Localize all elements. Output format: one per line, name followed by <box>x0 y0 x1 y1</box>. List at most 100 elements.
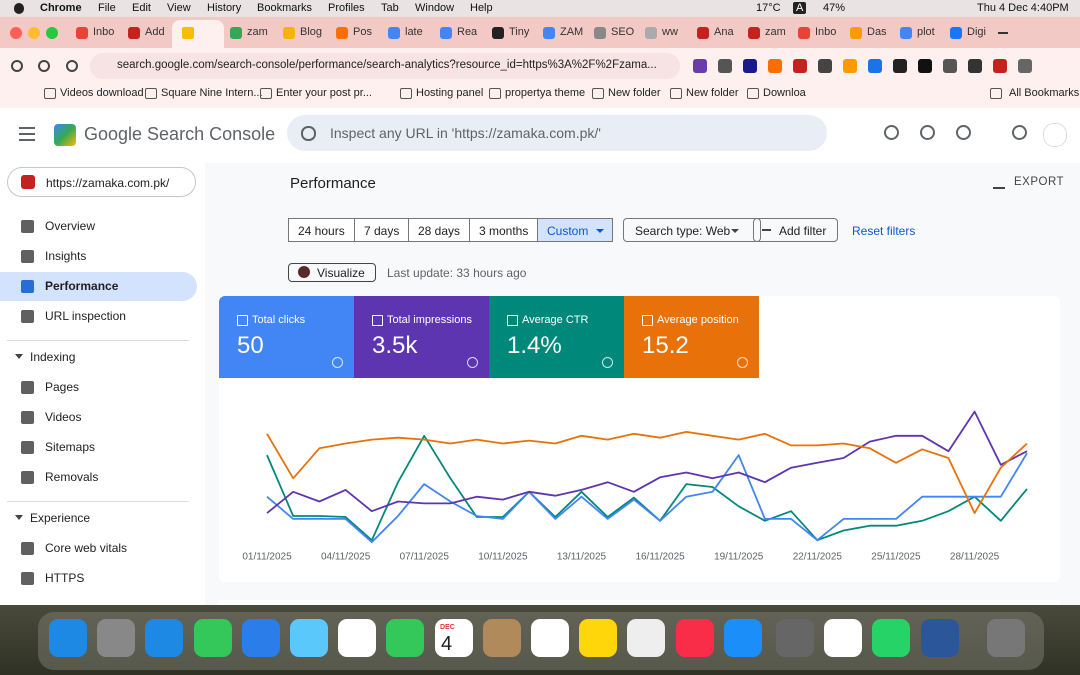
nav-button[interactable] <box>66 60 78 72</box>
tab-title[interactable]: ZAM <box>560 26 584 38</box>
nav-item[interactable]: Core web vitals <box>45 541 128 555</box>
tab-title[interactable]: Inbo <box>93 26 115 38</box>
export-button[interactable]: EXPORT <box>1014 176 1065 188</box>
window-control[interactable] <box>28 27 40 39</box>
extension-icon[interactable] <box>693 59 707 73</box>
bookmark[interactable]: All Bookmarks <box>1009 87 1080 99</box>
search-placeholder[interactable]: Inspect any URL in 'https://zamaka.com.p… <box>330 125 601 141</box>
bookmark[interactable]: New folder <box>608 87 661 99</box>
bookmark[interactable]: Downloa <box>763 87 806 99</box>
nav-item[interactable]: Overview <box>45 219 96 233</box>
property-url[interactable]: https://zamaka.com.pk/ <box>46 176 170 190</box>
header-icon[interactable] <box>884 125 899 140</box>
dock-app[interactable] <box>776 619 814 657</box>
menu-item[interactable]: Help <box>470 2 493 14</box>
extension-icon[interactable] <box>1018 59 1032 73</box>
metric-card[interactable] <box>219 296 354 378</box>
nav-item[interactable]: Videos <box>45 410 82 424</box>
dock-app[interactable] <box>338 619 377 657</box>
tab-title[interactable]: late <box>405 26 423 38</box>
dock-app[interactable] <box>627 619 666 657</box>
extension-icon[interactable] <box>893 59 907 73</box>
property-selector[interactable] <box>7 167 196 197</box>
tab-title[interactable]: zam <box>247 26 268 38</box>
extension-icon[interactable] <box>818 59 832 73</box>
bookmark[interactable]: Square Nine Intern... <box>161 87 263 99</box>
nav-button[interactable] <box>11 60 23 72</box>
add-filter[interactable]: Add filter <box>753 218 839 242</box>
menu-item[interactable]: Profiles <box>328 2 365 14</box>
extension-icon[interactable] <box>843 59 857 73</box>
header-icon[interactable] <box>1012 125 1027 140</box>
bookmark[interactable]: Enter your post pr... <box>276 87 372 99</box>
nav-item[interactable]: Insights <box>45 249 87 263</box>
nav-section[interactable]: Experience <box>30 511 91 525</box>
extension-icon[interactable] <box>768 59 782 73</box>
nav-item[interactable]: Removals <box>45 470 99 484</box>
menu-item[interactable]: Window <box>415 2 455 14</box>
visualize-button[interactable]: Visualize <box>288 263 376 282</box>
reset-filters[interactable]: Reset filters <box>852 224 916 238</box>
window-control[interactable] <box>10 27 22 39</box>
dock-app[interactable] <box>675 619 714 657</box>
tab-title[interactable]: Pos <box>353 26 372 38</box>
dock-app[interactable] <box>193 619 232 657</box>
menu-icon[interactable] <box>19 127 35 129</box>
nav-item[interactable]: URL inspection <box>45 309 126 323</box>
header-icon[interactable] <box>920 125 935 140</box>
bookmark[interactable]: New folder <box>686 87 739 99</box>
address-bar[interactable] <box>90 53 680 79</box>
extension-icon[interactable] <box>718 59 732 73</box>
date-filter[interactable]: 3 months <box>469 218 539 242</box>
tab-title[interactable]: Blog <box>300 26 323 38</box>
tab-title[interactable]: Digi <box>967 26 986 38</box>
dock-app[interactable] <box>49 619 87 657</box>
dock-app[interactable] <box>579 619 618 657</box>
extension-icon[interactable] <box>918 59 932 73</box>
date-filter[interactable]: 28 days <box>408 218 471 242</box>
dock-app[interactable] <box>723 619 762 657</box>
nav-item[interactable]: Sitemaps <box>45 440 96 454</box>
bookmark[interactable]: Videos download <box>60 87 144 99</box>
dock-app[interactable] <box>386 619 425 657</box>
nav-button[interactable] <box>38 60 50 72</box>
extension-icon[interactable] <box>968 59 982 73</box>
tab-title[interactable]: ww <box>662 26 678 38</box>
tab-title[interactable]: Inbo <box>815 26 837 38</box>
active-tab[interactable] <box>172 20 224 48</box>
address-text[interactable]: search.google.com/search-console/perform… <box>117 59 657 71</box>
dock-app[interactable] <box>97 619 136 657</box>
dock-app[interactable] <box>241 619 280 657</box>
metric-card[interactable] <box>624 296 759 378</box>
tab-title[interactable]: Rea <box>457 26 478 38</box>
dock-app[interactable] <box>920 619 959 657</box>
dock-app[interactable] <box>531 619 569 657</box>
tab-title[interactable]: Tiny <box>509 26 530 38</box>
menu-item[interactable]: View <box>167 2 191 14</box>
menu-icon[interactable] <box>19 133 35 135</box>
dock-app[interactable] <box>872 619 911 657</box>
dock-app[interactable] <box>434 619 473 657</box>
bookmark[interactable]: propertya theme <box>505 87 586 99</box>
tab-title[interactable]: plot <box>917 26 935 38</box>
extension-icon[interactable] <box>868 59 882 73</box>
menu-item[interactable]: Bookmarks <box>257 2 313 14</box>
dock-app[interactable] <box>145 619 184 657</box>
nav-section[interactable]: Indexing <box>30 350 76 364</box>
extension-icon[interactable] <box>743 59 757 73</box>
url-search[interactable] <box>287 115 827 151</box>
window-control[interactable] <box>46 27 58 39</box>
metric-card[interactable] <box>489 296 624 378</box>
tab-title[interactable]: Ana <box>714 26 734 38</box>
header-icon[interactable] <box>956 125 971 140</box>
search-type-filter[interactable]: Search type: Web <box>623 218 762 242</box>
tab-title[interactable]: SEO <box>611 26 635 38</box>
menu-icon[interactable] <box>19 139 35 141</box>
dock-app[interactable] <box>482 619 521 657</box>
tab-title[interactable]: Das <box>867 26 887 38</box>
menu-item[interactable]: Edit <box>132 2 151 14</box>
dock-app[interactable] <box>824 619 863 657</box>
menu-item[interactable]: Chrome <box>40 2 82 14</box>
tab-title[interactable]: Add <box>145 26 165 38</box>
tab-title[interactable]: zam <box>765 26 786 38</box>
